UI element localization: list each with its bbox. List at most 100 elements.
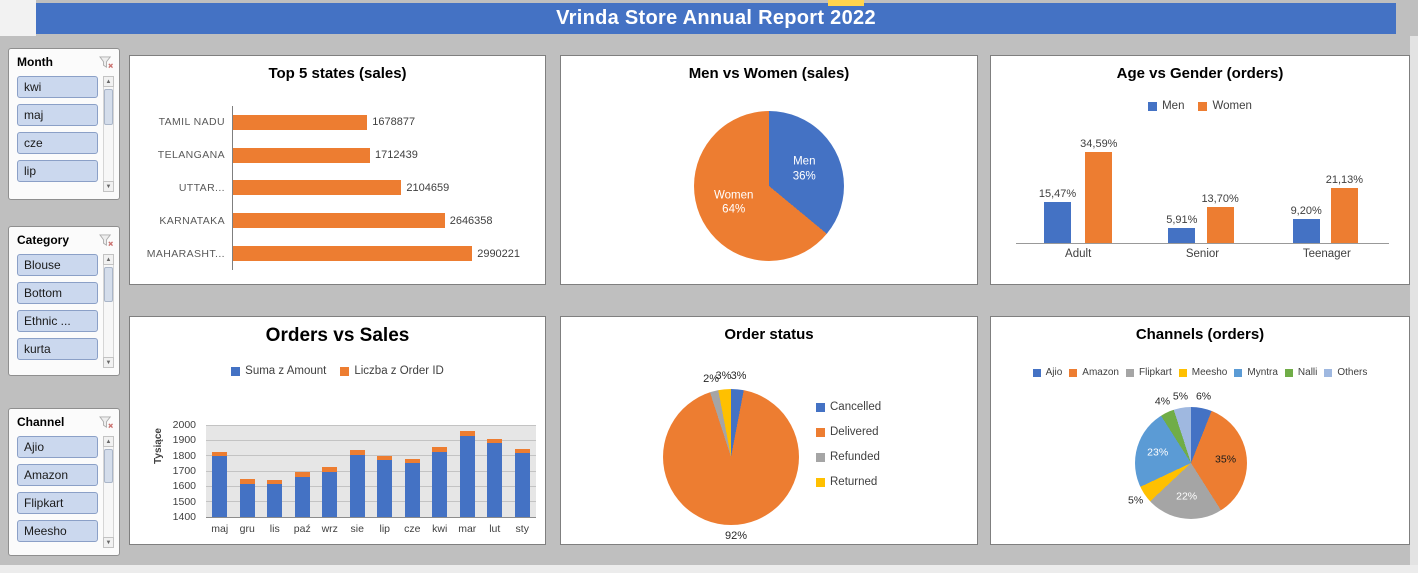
slicer-item-bottom[interactable]: Bottom (17, 282, 98, 304)
clear-filter-icon[interactable] (99, 55, 114, 69)
amount-bar (349, 454, 365, 517)
legend-label: Women (1212, 100, 1252, 112)
bar-track: 2104659 (232, 171, 537, 205)
bar-column: 21,13% (1326, 112, 1363, 243)
page-title: Vrinda Store Annual Report 2022 (36, 3, 1396, 34)
slicer-item-ethnic[interactable]: Ethnic ... (17, 310, 98, 332)
slicer-item-kwi[interactable]: kwi (17, 76, 98, 98)
selected-cell-accent (828, 0, 864, 6)
slicer-item-blouse[interactable]: Blouse (17, 254, 98, 276)
slicer-scrollbar[interactable]: ▲ ▼ (103, 76, 114, 192)
legend-label: Returned (830, 476, 878, 488)
bar-pair (487, 426, 503, 517)
slicer-scrollbar[interactable]: ▲ ▼ (103, 254, 114, 368)
bar (1085, 152, 1113, 243)
scroll-down-button[interactable]: ▼ (103, 537, 114, 548)
slicer-item-ajio[interactable]: Ajio (17, 436, 98, 458)
chart-men-vs-women[interactable]: Men vs Women (sales) Men 36% Women 64% (560, 55, 978, 285)
column-chart-area (206, 425, 536, 518)
x-category-label: maj (211, 523, 229, 535)
scroll-up-button[interactable]: ▲ (103, 76, 114, 87)
bar-data-label: 21,13% (1325, 173, 1364, 186)
scroll-up-button[interactable]: ▲ (103, 436, 114, 447)
horizontal-scrollbar[interactable] (0, 565, 1418, 573)
slicer-header: Category (17, 233, 114, 247)
legend-item-refunded: Refunded (816, 451, 880, 463)
chart-title: Order status (724, 326, 814, 343)
legend-item-others: Others (1324, 367, 1367, 378)
chart-order-status[interactable]: Order status 3% 92% 2% 3% Cancelled Delivere… (560, 316, 978, 545)
chart-legend: Cancelled Delivered Refunded Returned (816, 401, 881, 488)
x-category-label: lut (489, 523, 501, 535)
bar-row: TELANGANA 1712439 (144, 138, 537, 172)
bar-pair (212, 426, 228, 517)
scroll-track[interactable] (103, 447, 114, 537)
y-tick-label: 1500 (172, 495, 196, 508)
scroll-track[interactable] (103, 265, 114, 357)
vertical-scrollbar[interactable] (1410, 36, 1418, 565)
slicer-item-flipkart[interactable]: Flipkart (17, 492, 98, 514)
slicer-month[interactable]: Month kwi maj cze lip ▲ ▼ (8, 48, 120, 200)
y-tick-label: 1900 (172, 434, 196, 447)
bar (1292, 218, 1320, 243)
bar-pair (239, 426, 255, 517)
scroll-down-button[interactable]: ▼ (103, 357, 114, 368)
x-category-label: mar (458, 523, 477, 535)
scroll-track[interactable] (103, 87, 114, 181)
legend-item-returned: Returned (816, 476, 877, 488)
column-chart-area: 15,47% 34,59% 5,91% 13,70% 9,20% 21,13% (1016, 112, 1389, 244)
value-label: 2646358 (449, 214, 493, 227)
legend-item-liczba-z-order-id: Liczba z Order ID (340, 365, 444, 377)
bar-pair (514, 426, 530, 517)
chart-title: Channels (orders) (1135, 326, 1265, 343)
legend-item-flipkart: Flipkart (1125, 367, 1172, 378)
legend-label: Others (1337, 367, 1368, 378)
chart-top5-states[interactable]: Top 5 states (sales) TAMIL NADU 1678877 TE… (129, 55, 546, 285)
slicer-item-meesho[interactable]: Meesho (17, 520, 98, 542)
scroll-thumb[interactable] (104, 89, 113, 125)
legend-label: Amazon (1082, 367, 1119, 378)
legend-marker (1284, 368, 1293, 377)
scroll-thumb[interactable] (104, 267, 113, 302)
slicer-body: Ajio Amazon Flipkart Meesho ▲ ▼ (17, 436, 114, 548)
slicer-item-lip[interactable]: lip (17, 160, 98, 182)
slicer-header: Month (17, 55, 114, 69)
x-axis-labels: Adult Senior Teenager (1016, 248, 1389, 260)
bar-row: KARNATAKA 2646358 (144, 204, 537, 238)
clear-filter-icon[interactable] (99, 415, 114, 429)
scroll-up-button[interactable]: ▲ (103, 254, 114, 265)
scroll-thumb[interactable] (104, 449, 113, 484)
bar-pair (377, 426, 393, 517)
chart-age-vs-gender[interactable]: Age vs Gender (orders) Men Women 15,47% 34… (990, 55, 1410, 285)
slicer-title: Category (17, 233, 70, 247)
chart-title: Top 5 states (sales) (268, 65, 407, 82)
chart-legend: Suma z Amount Liczba z Order ID (130, 365, 545, 377)
x-category-label: sie (350, 523, 364, 535)
slicer-item-amazon[interactable]: Amazon (17, 464, 98, 486)
pie-data-label: 22% (1176, 490, 1198, 503)
slicer-item-kurta[interactable]: kurta (17, 338, 98, 360)
slicer-channel[interactable]: Channel Ajio Amazon Flipkart Meesho ▲ ▼ (8, 408, 120, 556)
value-label: 1678877 (372, 116, 416, 129)
pie-data-label: 5% (1127, 494, 1144, 507)
slicer-category[interactable]: Category Blouse Bottom Ethnic ... kurta ▲ ▼ (8, 226, 120, 376)
chart-channels[interactable]: Channels (orders) Ajio Amazon Flipkart Mees… (990, 316, 1410, 545)
legend-marker (340, 366, 350, 376)
slicer-item-cze[interactable]: cze (17, 132, 98, 154)
bar-pair (294, 426, 310, 517)
clear-filter-icon[interactable] (99, 233, 114, 247)
bar-pair (322, 426, 338, 517)
pie-data-label: 3% (730, 370, 747, 383)
slicer-item-maj[interactable]: maj (17, 104, 98, 126)
scroll-down-button[interactable]: ▼ (103, 181, 114, 192)
pie-chart: Men 36% Women 64% (694, 111, 844, 261)
bar (1330, 187, 1358, 243)
chart-orders-vs-sales[interactable]: Orders vs Sales Suma z Amount Liczba z Or… (129, 316, 546, 545)
bar-pair (432, 426, 448, 517)
bar (233, 180, 402, 196)
legend-item-cancelled: Cancelled (816, 401, 881, 413)
legend-item-delivered: Delivered (816, 426, 879, 438)
bar-data-label: 15,47% (1038, 188, 1077, 201)
slicer-scrollbar[interactable]: ▲ ▼ (103, 436, 114, 548)
